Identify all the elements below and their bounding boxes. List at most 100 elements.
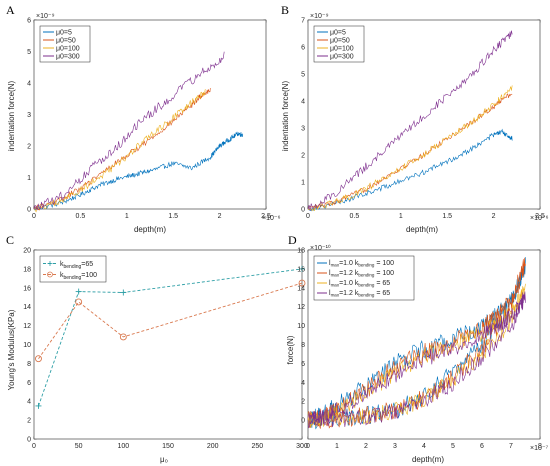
y-tick-label: 5 [27,49,31,56]
panel-a: A ×10⁻⁹ ×10⁻⁶ depth(m) indentation force… [6,3,281,234]
x-tick-label: 6 [480,443,484,450]
y-tick-label: 6 [301,361,305,368]
legend-entry: lmax=1.2 kbending = 65 [329,290,390,298]
y-tick-label: 8 [301,342,305,349]
y-tick-label: 16 [23,285,31,292]
panel-b: B ×10⁻⁹ ×10⁻⁶ depth(m) indentation force… [281,3,549,234]
y-tick-label: 0 [301,207,305,214]
x-tick-label: 250 [251,443,263,450]
y-tick-label: 5 [301,72,305,79]
legend-entry: μ0=300 [330,53,354,60]
y-tick-label: 18 [297,248,305,255]
y-tick-label: 6 [27,380,31,387]
series-line [307,93,513,210]
x-tick-label: 1.5 [168,213,178,220]
y-tick-label: 10 [23,342,31,349]
panel-b-y-label: indentation force(N) [281,81,290,152]
y-tick-label: 14 [23,304,31,311]
legend-entry: μ0=5 [330,29,346,36]
legend-entry: μ0=50 [56,37,76,44]
x-tick-label: 2.5 [261,213,271,220]
y-tick-label: 2 [301,399,305,406]
y-tick-label: 4 [27,399,31,406]
x-tick-label: 3 [393,443,397,450]
y-tick-label: 6 [27,18,31,25]
x-tick-label: 4 [422,443,426,450]
series-line [307,128,513,212]
y-tick-label: 12 [297,304,305,311]
legend-box [313,255,415,301]
panel-d-x-exponent: ×10⁻⁷ [530,445,549,452]
series-line [307,85,513,212]
y-tick-label: 10 [297,323,305,330]
panel-d-y-exponent: ×10⁻¹⁰ [310,244,331,252]
data-point [35,402,42,409]
legend-marker [47,271,53,278]
legend-entry: lmax=1.2 kbending = 100 [329,270,394,278]
y-tick-label: 1 [301,180,305,187]
x-tick-label: 1 [125,213,129,220]
x-tick-label: 2 [364,443,368,450]
x-tick-label: 2 [492,213,496,220]
y-tick-label: 1 [27,175,31,182]
panel-b-letter: B [281,3,289,17]
data-point [75,298,83,306]
panel-b-y-exponent: ×10⁻⁹ [310,13,329,20]
legend-entry: kbending=65 [60,261,93,270]
series-line [33,87,211,211]
legend-entry: μ0=100 [330,45,354,52]
panel-d-y-label: force(N) [286,335,295,364]
y-tick-label: 3 [27,112,31,119]
x-tick-label: 1 [335,443,339,450]
panel-d-letter: D [288,233,297,247]
x-tick-label: 7 [509,443,513,450]
x-tick-label: 150 [162,443,174,450]
y-tick-label: 18 [23,266,31,273]
legend-entry: μ0=100 [56,45,80,52]
x-tick-label: 0 [306,443,310,450]
series-line [33,51,225,211]
x-tick-label: 2.5 [535,213,545,220]
y-tick-label: 2 [27,418,31,425]
panel-a-x-exponent: ×10⁻⁶ [262,215,281,222]
panel-a-letter: A [6,3,15,17]
panel-d-x-label: depth(m) [412,455,444,464]
data-point [120,289,127,296]
series-line [38,282,303,359]
y-tick-label: 14 [297,285,305,292]
data-point [299,265,305,272]
series-line [307,291,526,429]
x-tick-label: 50 [75,443,83,450]
x-tick-label: 0.5 [76,213,86,220]
legend-entry: lmax=1.0 kbending = 100 [329,260,394,268]
series-line [307,30,513,211]
panel-c-x-label: μ₀ [160,455,168,464]
panel-b-x-exponent: ×10⁻⁶ [530,215,549,222]
data-point [35,355,42,363]
legend-box [39,255,107,283]
y-tick-label: 12 [23,323,31,330]
panel-a-x-label: depth(m) [134,225,166,234]
panel-d-legend: lmax=1.0 kbending = 100 lmax=1.2 kbending… [313,255,415,301]
x-tick-label: 300 [296,443,308,450]
x-tick-label: 1.5 [442,213,452,220]
series-line [33,131,244,211]
x-tick-label: 100 [117,443,129,450]
y-tick-label: 0 [27,437,31,444]
panel-c-y-label: Young's Modulus(KPa) [7,309,16,390]
panel-c: C μ₀ Young's Modulus(KPa) 0 50 100 150 200 25… [6,233,308,464]
data-point [75,288,82,295]
y-tick-label: 2 [27,144,31,151]
legend-entry: μ0=300 [56,53,80,60]
panel-a-y-label: indentation force(N) [7,81,16,152]
y-tick-label: 0 [27,207,31,214]
panel-c-legend: kbending=65 kbending=100 [39,255,107,283]
y-tick-label: 2 [301,153,305,160]
x-tick-label: 5 [451,443,455,450]
panel-c-letter: C [6,233,14,247]
series-line [307,283,526,428]
